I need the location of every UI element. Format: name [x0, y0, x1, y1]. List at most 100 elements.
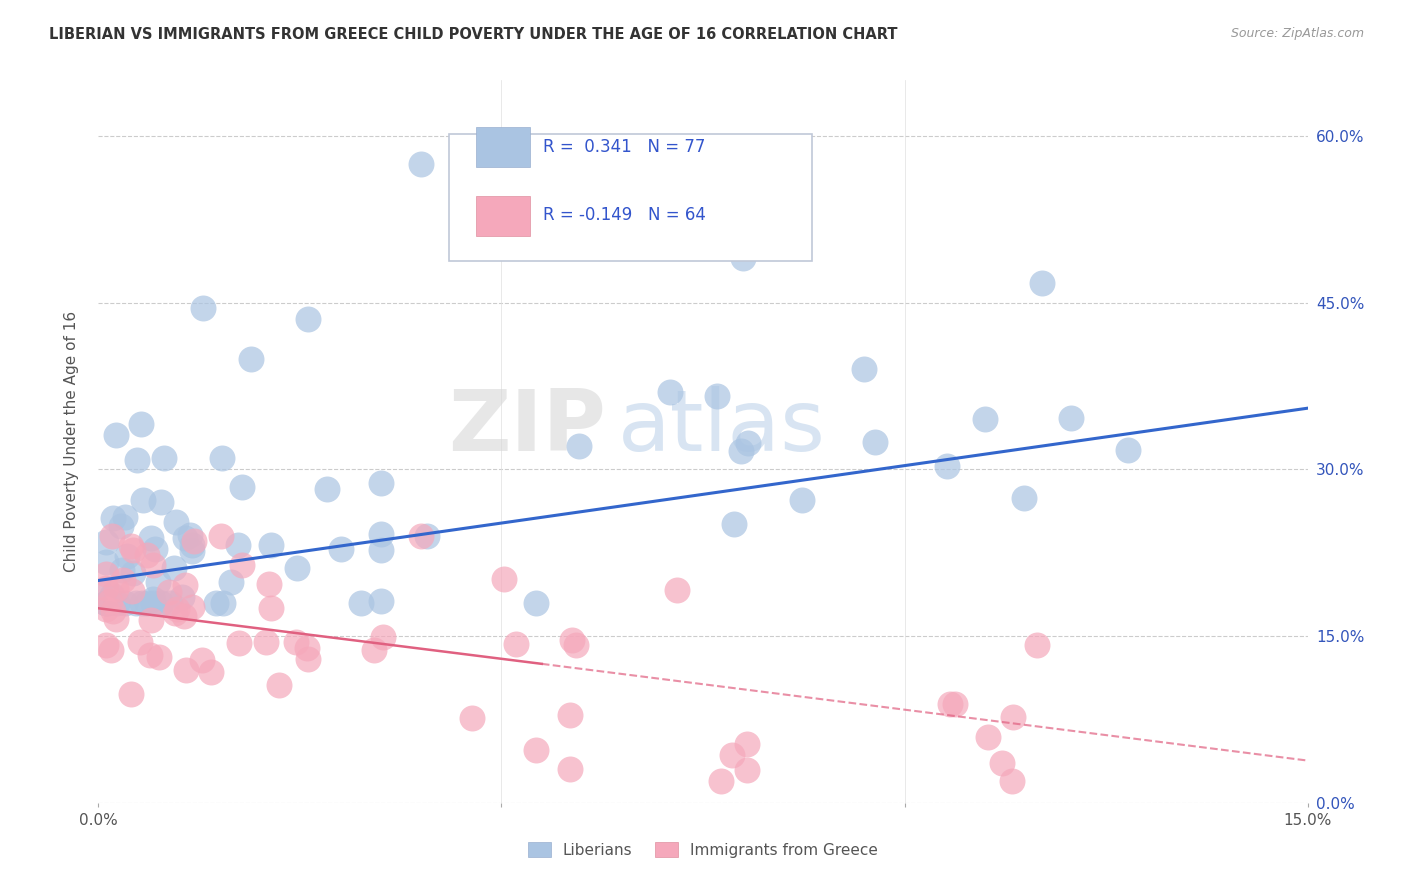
Point — [315, 483, 337, 497]
Point — [122, 566, 145, 581]
Point — [111, 564, 134, 578]
Point — [260, 538, 283, 552]
Point — [565, 638, 588, 652]
Point — [148, 575, 170, 590]
Point — [174, 663, 197, 677]
Point — [231, 558, 253, 573]
Point — [96, 596, 118, 610]
Point — [131, 596, 153, 610]
Point — [205, 596, 228, 610]
Point — [416, 529, 439, 543]
Point — [558, 762, 581, 776]
Point — [96, 601, 118, 615]
Point — [257, 576, 280, 591]
Point — [212, 596, 235, 610]
Point — [721, 747, 744, 762]
Point — [128, 634, 150, 648]
Point — [494, 572, 516, 586]
Point — [733, 251, 755, 265]
Point — [1012, 491, 1035, 505]
Point — [124, 596, 146, 610]
Point — [461, 711, 484, 725]
Point — [231, 480, 253, 494]
Point — [131, 493, 153, 508]
Point — [183, 533, 205, 548]
Point — [153, 450, 176, 465]
Point — [240, 351, 263, 366]
Point — [200, 665, 222, 679]
FancyBboxPatch shape — [475, 196, 530, 235]
Point — [165, 516, 187, 530]
Point — [259, 600, 281, 615]
Point — [939, 697, 962, 711]
Point — [101, 604, 124, 618]
Text: R =  0.341   N = 77: R = 0.341 N = 77 — [543, 137, 706, 156]
Point — [166, 601, 188, 615]
Point — [737, 435, 759, 450]
Point — [159, 596, 181, 610]
Point — [96, 581, 118, 595]
Point — [173, 578, 195, 592]
Point — [1031, 277, 1053, 291]
Point — [505, 637, 527, 651]
Point — [100, 642, 122, 657]
Point — [560, 708, 582, 723]
Point — [141, 613, 163, 627]
Point — [211, 450, 233, 465]
Point — [209, 529, 232, 543]
Point — [110, 519, 132, 533]
Point — [735, 763, 758, 777]
Point — [142, 596, 165, 610]
Point — [1060, 411, 1083, 425]
Text: LIBERIAN VS IMMIGRANTS FROM GREECE CHILD POVERTY UNDER THE AGE OF 16 CORRELATION: LIBERIAN VS IMMIGRANTS FROM GREECE CHILD… — [49, 27, 897, 42]
Point — [735, 737, 758, 751]
Y-axis label: Child Poverty Under the Age of 16: Child Poverty Under the Age of 16 — [65, 311, 79, 572]
Point — [120, 687, 142, 701]
Point — [114, 510, 136, 524]
Point — [173, 532, 195, 546]
Point — [111, 574, 134, 588]
Point — [96, 638, 118, 652]
Point — [295, 640, 318, 655]
Point — [127, 453, 149, 467]
Point — [730, 444, 752, 458]
Point — [142, 558, 165, 572]
Point — [219, 574, 242, 589]
Point — [943, 698, 966, 712]
Point — [122, 543, 145, 558]
Point — [228, 635, 250, 649]
Point — [165, 606, 187, 620]
Point — [142, 591, 165, 606]
Point — [131, 417, 153, 431]
Point — [665, 582, 688, 597]
Point — [330, 541, 353, 556]
Point — [121, 583, 143, 598]
Point — [1001, 710, 1024, 724]
Point — [193, 301, 215, 315]
Text: R = -0.149   N = 64: R = -0.149 N = 64 — [543, 206, 706, 225]
Point — [287, 561, 309, 575]
Point — [350, 596, 373, 610]
Point — [790, 492, 813, 507]
Point — [297, 312, 319, 326]
Point — [370, 527, 392, 541]
Point — [157, 584, 180, 599]
Point — [190, 653, 212, 667]
Point — [97, 595, 120, 609]
Point — [974, 412, 997, 426]
Point — [561, 632, 583, 647]
Point — [105, 611, 128, 625]
Point — [105, 596, 128, 610]
Point — [98, 594, 121, 608]
Point — [120, 539, 142, 553]
Point — [163, 561, 186, 575]
Point — [370, 475, 392, 490]
Point — [135, 548, 157, 562]
Point — [1026, 638, 1049, 652]
FancyBboxPatch shape — [475, 128, 530, 167]
Point — [96, 596, 118, 610]
Point — [658, 385, 681, 400]
Text: Source: ZipAtlas.com: Source: ZipAtlas.com — [1230, 27, 1364, 40]
Point — [1116, 443, 1139, 458]
Point — [97, 596, 120, 610]
